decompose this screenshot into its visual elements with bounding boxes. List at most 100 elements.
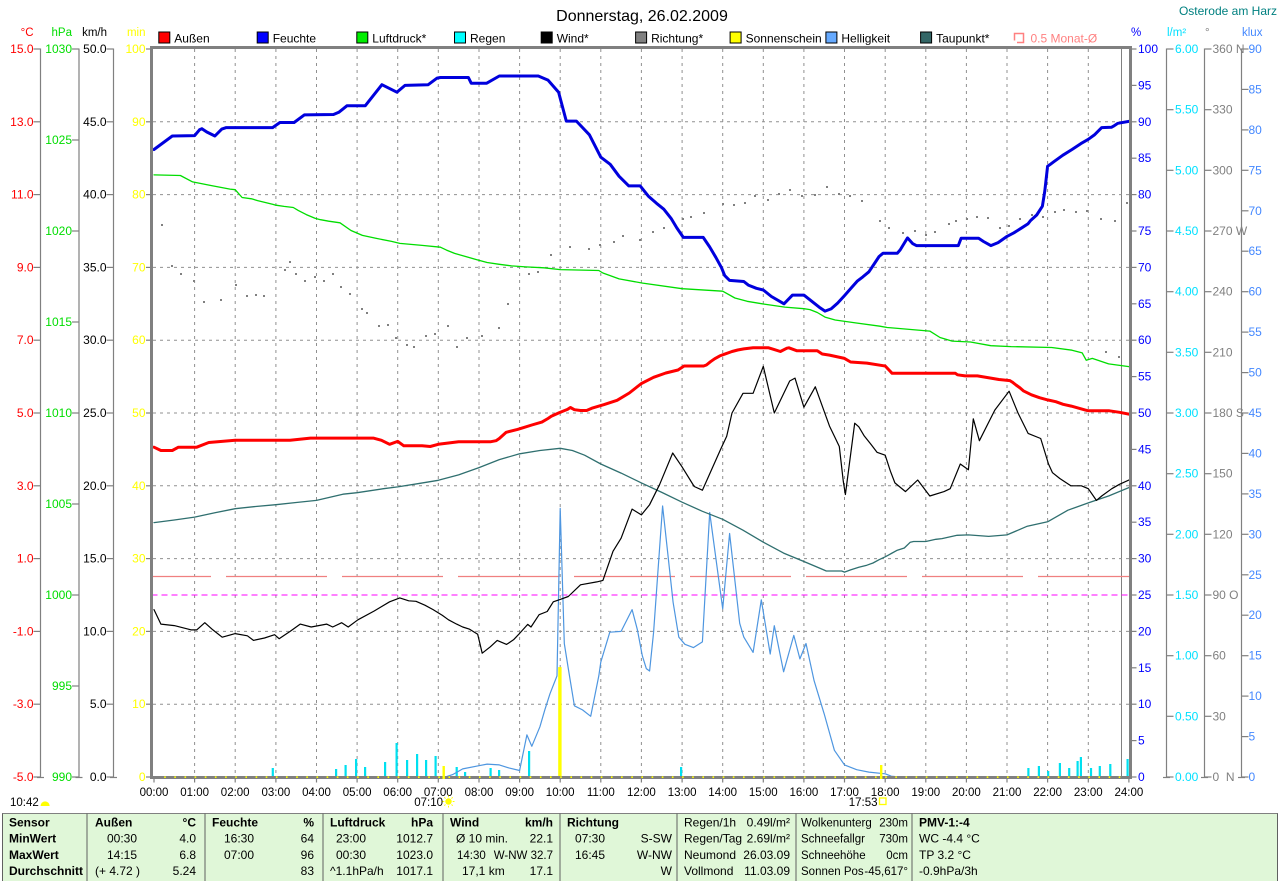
- svg-text:Durchschnitt: Durchschnitt: [9, 864, 83, 878]
- svg-text:730m: 730m: [879, 834, 908, 846]
- svg-text:17,1 km: 17,1 km: [462, 864, 505, 878]
- svg-text:%: %: [303, 816, 314, 830]
- svg-text:40: 40: [132, 479, 146, 493]
- svg-text:360 N: 360 N: [1213, 42, 1245, 56]
- svg-text:45: 45: [1138, 442, 1152, 456]
- svg-text:15.0: 15.0: [83, 552, 107, 566]
- svg-text:Schneehöhe: Schneehöhe: [801, 850, 866, 862]
- svg-text:°: °: [1205, 27, 1210, 39]
- svg-text:Vollmond: Vollmond: [684, 864, 733, 878]
- svg-text:-5.0: -5.0: [13, 770, 34, 784]
- svg-text:Sensor: Sensor: [9, 816, 50, 830]
- svg-text:240: 240: [1213, 285, 1233, 299]
- svg-text:150: 150: [1213, 467, 1233, 481]
- svg-text:90: 90: [132, 115, 146, 129]
- svg-text:15:00: 15:00: [749, 787, 778, 799]
- svg-text:-1.0: -1.0: [13, 624, 34, 638]
- svg-text:30.0: 30.0: [83, 333, 107, 347]
- svg-text:270 W: 270 W: [1213, 224, 1248, 238]
- svg-text:Ø 10 min.: Ø 10 min.: [456, 832, 508, 846]
- svg-text:°C: °C: [21, 27, 34, 39]
- svg-text:75: 75: [1138, 224, 1152, 238]
- svg-text:-0.9hPa/3h: -0.9hPa/3h: [919, 864, 978, 878]
- svg-text:75: 75: [1249, 163, 1263, 177]
- svg-text:300: 300: [1213, 163, 1233, 177]
- svg-text:50.0: 50.0: [83, 42, 107, 56]
- svg-text:40: 40: [1138, 479, 1152, 493]
- svg-text:MinWert: MinWert: [9, 832, 56, 846]
- svg-text:^1.1hPa/h: ^1.1hPa/h: [330, 864, 384, 878]
- svg-text:20.0: 20.0: [83, 479, 107, 493]
- svg-text:2.50: 2.50: [1175, 467, 1199, 481]
- svg-text:65: 65: [1249, 244, 1263, 258]
- svg-text:Feuchte: Feuchte: [212, 816, 258, 830]
- svg-text:64: 64: [301, 832, 315, 846]
- svg-text:14:00: 14:00: [708, 787, 737, 799]
- svg-text:19:00: 19:00: [911, 787, 940, 799]
- svg-text:70: 70: [1249, 204, 1263, 218]
- svg-text:45: 45: [1249, 406, 1263, 420]
- svg-text:25.0: 25.0: [83, 406, 107, 420]
- svg-text:1005: 1005: [45, 497, 72, 511]
- svg-text:00:30: 00:30: [107, 832, 137, 846]
- svg-text:18:00: 18:00: [871, 787, 900, 799]
- svg-text:100: 100: [1138, 42, 1158, 56]
- svg-text:17.1: 17.1: [530, 864, 554, 878]
- svg-text:0.5 Monat-Ø: 0.5 Monat-Ø: [1031, 32, 1098, 46]
- svg-text:%: %: [1131, 27, 1141, 39]
- svg-text:90: 90: [1249, 42, 1263, 56]
- svg-text:08:00: 08:00: [465, 787, 494, 799]
- svg-text:TP 3.2 °C: TP 3.2 °C: [919, 848, 971, 862]
- svg-text:2.00: 2.00: [1175, 527, 1199, 541]
- svg-text:WC -4.4 °C: WC -4.4 °C: [919, 832, 980, 846]
- svg-text:16:45: 16:45: [575, 848, 605, 862]
- svg-text:25: 25: [1249, 568, 1263, 582]
- svg-text:16:00: 16:00: [790, 787, 819, 799]
- svg-text:60: 60: [1213, 649, 1227, 663]
- svg-text:1.0: 1.0: [17, 552, 34, 566]
- svg-text:11:00: 11:00: [587, 787, 615, 799]
- svg-text:30: 30: [1138, 552, 1152, 566]
- svg-text:80: 80: [1249, 123, 1263, 137]
- svg-text:09:00: 09:00: [505, 787, 534, 799]
- svg-text:995: 995: [52, 679, 72, 693]
- svg-text:3.0: 3.0: [17, 479, 34, 493]
- svg-text:83: 83: [301, 864, 315, 878]
- svg-text:Wolkenunterg: Wolkenunterg: [801, 818, 872, 830]
- svg-text:07:10: 07:10: [414, 797, 443, 809]
- svg-text:80: 80: [1138, 188, 1152, 202]
- svg-text:55: 55: [1249, 325, 1263, 339]
- svg-text:180 S: 180 S: [1213, 406, 1244, 420]
- svg-text:6.00: 6.00: [1175, 42, 1199, 56]
- svg-text:50: 50: [1249, 366, 1263, 380]
- svg-text:Außen: Außen: [174, 32, 209, 46]
- svg-text:40.0: 40.0: [83, 188, 107, 202]
- svg-text:30: 30: [132, 552, 146, 566]
- svg-text:10: 10: [132, 697, 146, 711]
- svg-text:MaxWert: MaxWert: [9, 848, 59, 862]
- svg-text:Luftdruck: Luftdruck: [330, 816, 386, 830]
- svg-text:05:00: 05:00: [343, 787, 372, 799]
- svg-text:°C: °C: [183, 816, 197, 830]
- svg-text:Wind*: Wind*: [557, 32, 589, 46]
- svg-text:04:00: 04:00: [302, 787, 331, 799]
- svg-text:35: 35: [1138, 515, 1152, 529]
- svg-text:1015: 1015: [45, 315, 72, 329]
- svg-text:120: 120: [1213, 527, 1233, 541]
- svg-text:90: 90: [1138, 115, 1152, 129]
- svg-text:10: 10: [1249, 689, 1263, 703]
- svg-text:l/m²: l/m²: [1167, 27, 1186, 39]
- svg-text:70: 70: [1138, 260, 1152, 274]
- svg-text:90 O: 90 O: [1213, 588, 1239, 602]
- svg-text:85: 85: [1249, 82, 1263, 96]
- svg-text:30: 30: [1213, 709, 1227, 723]
- svg-text:W-NW: W-NW: [637, 848, 673, 862]
- svg-text:1.50: 1.50: [1175, 588, 1199, 602]
- svg-text:Regen: Regen: [470, 32, 505, 46]
- svg-text:26.03.09: 26.03.09: [743, 848, 790, 862]
- svg-text:60: 60: [1138, 333, 1152, 347]
- svg-text:11.03.09: 11.03.09: [744, 864, 790, 878]
- svg-text:70: 70: [132, 260, 146, 274]
- svg-text:60: 60: [1249, 285, 1263, 299]
- svg-text:1.00: 1.00: [1175, 649, 1199, 663]
